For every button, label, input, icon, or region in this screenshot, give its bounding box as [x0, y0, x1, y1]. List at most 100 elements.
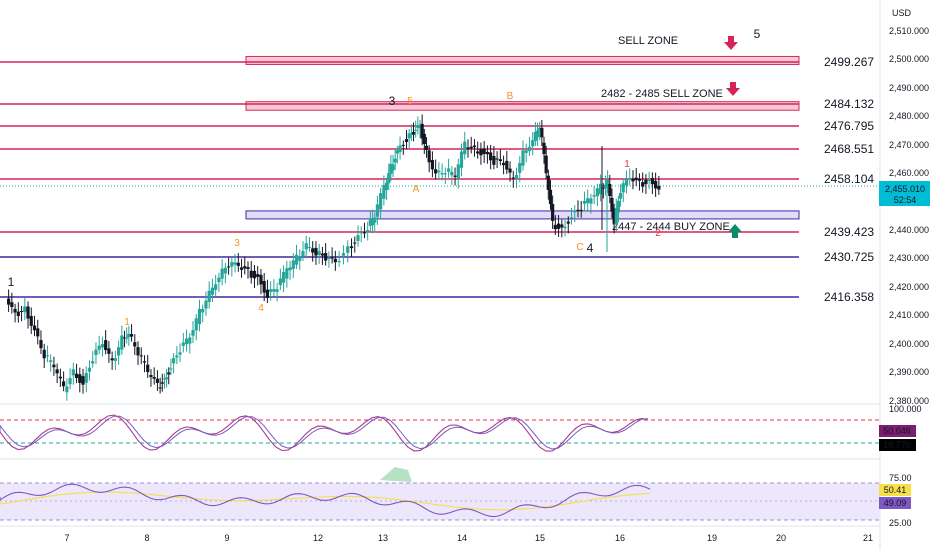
candle-body: [259, 274, 263, 285]
candle-body: [68, 378, 72, 385]
y-tick-label: 2,460.000: [889, 168, 929, 178]
candle-body: [226, 266, 231, 268]
wave-label: B: [507, 91, 514, 102]
candle-body: [10, 302, 14, 308]
buy-zone-box: [245, 210, 800, 220]
candle-body: [311, 248, 315, 253]
candle-body: [463, 141, 467, 155]
osc-value-tag: [879, 439, 916, 451]
candle-body: [49, 360, 53, 363]
rsi-tick-label: 75.00: [889, 473, 912, 483]
x-tick-label: 20: [776, 533, 786, 543]
wave-label: A: [413, 184, 420, 195]
sell-zone-box: [245, 101, 800, 111]
candle-body: [616, 200, 621, 213]
candle-body: [569, 217, 574, 219]
candle-body: [546, 175, 550, 190]
candle-body: [333, 258, 337, 263]
candle-body: [23, 306, 27, 313]
candle-body: [416, 125, 420, 128]
candle-body: [466, 147, 470, 150]
candle-body: [26, 306, 30, 319]
candle-body: [210, 287, 215, 295]
price-level-label: 2430.725: [824, 250, 874, 264]
candle-body: [94, 349, 98, 356]
candle-body: [393, 158, 397, 163]
candle-body: [330, 257, 334, 259]
rsi-tick-label: 25.00: [889, 518, 912, 528]
sell-arrow-icon: [724, 36, 738, 50]
candle-body: [217, 277, 221, 283]
candle-body: [624, 179, 629, 186]
candle-body: [395, 150, 399, 154]
price-level-label: 2476.795: [824, 119, 874, 133]
y-tick-label: 2,500.000: [889, 54, 929, 64]
candle-body: [7, 298, 11, 305]
wave-label: 3: [389, 94, 396, 108]
candle-body: [320, 253, 325, 256]
candle-body: [373, 217, 377, 223]
candle-body: [366, 230, 370, 233]
candle-body: [401, 144, 405, 146]
candle-body: [492, 156, 496, 165]
candle-body: [618, 192, 623, 199]
candle-body: [36, 328, 40, 337]
current-price-tag: [879, 181, 930, 206]
candle-body: [420, 123, 424, 139]
y-tick-label: 2,440.000: [889, 225, 929, 235]
candle-body: [188, 337, 192, 344]
candle-body: [407, 133, 411, 139]
candle-body: [13, 308, 17, 313]
candle-body: [317, 251, 321, 255]
y-tick-label: 2,400.000: [889, 339, 929, 349]
candle-body: [178, 352, 182, 355]
candle-body: [74, 373, 79, 379]
candle-body: [542, 142, 546, 155]
candle-body: [384, 182, 389, 191]
candle-body: [349, 246, 354, 249]
y-tick-label: 2,470.000: [889, 140, 929, 150]
candle-body: [505, 160, 509, 170]
candle-body: [239, 267, 244, 270]
candle-body: [269, 289, 273, 292]
candle-body: [595, 188, 599, 197]
candle-body: [149, 374, 153, 378]
candle-body: [540, 127, 544, 138]
candle-body: [443, 173, 447, 175]
candle-body: [453, 175, 457, 177]
candle-body: [197, 308, 202, 325]
wave-label: C: [576, 242, 583, 253]
candle-body: [535, 130, 540, 138]
wave-label: 5: [754, 27, 761, 41]
candle-body: [621, 183, 625, 193]
candle-body: [359, 232, 363, 234]
candle-body: [167, 372, 171, 375]
candle-body: [246, 267, 250, 269]
candle-body: [42, 349, 46, 359]
candle-body: [307, 246, 312, 248]
candle-body: [78, 374, 82, 383]
wave-label: 1: [8, 275, 15, 289]
candle-body: [158, 387, 162, 389]
candle-body: [39, 340, 43, 349]
candle-body: [631, 178, 635, 182]
candle-body: [489, 152, 493, 161]
sell-arrow-icon: [726, 82, 740, 96]
candle-body: [398, 145, 402, 152]
candle-body: [142, 361, 147, 363]
candle-body: [634, 177, 638, 181]
candle-body: [601, 187, 605, 189]
candle-body: [560, 224, 564, 228]
candle-body: [243, 266, 247, 269]
candle-body: [527, 146, 532, 152]
candle-body: [136, 347, 140, 356]
candle-body: [548, 189, 553, 205]
candle-body: [644, 179, 648, 185]
candle-body: [508, 168, 512, 173]
candle-body: [100, 344, 105, 348]
candle-body: [514, 174, 519, 180]
candle-body: [495, 158, 499, 160]
x-tick-label: 14: [457, 533, 467, 543]
